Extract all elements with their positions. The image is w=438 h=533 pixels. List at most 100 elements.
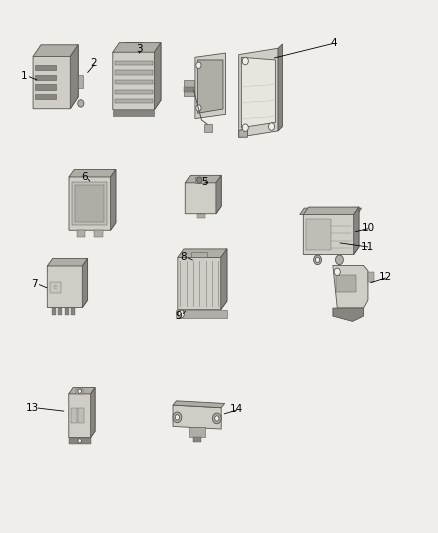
Circle shape	[178, 310, 184, 318]
Polygon shape	[333, 308, 364, 321]
Text: 11: 11	[361, 243, 374, 252]
Text: E: E	[53, 285, 57, 290]
Polygon shape	[333, 265, 368, 308]
Polygon shape	[239, 49, 278, 138]
Polygon shape	[239, 127, 247, 138]
Bar	[65, 308, 69, 315]
Polygon shape	[241, 58, 276, 128]
Polygon shape	[198, 60, 223, 114]
Bar	[368, 272, 374, 282]
Circle shape	[314, 255, 321, 265]
Text: 2: 2	[90, 58, 97, 68]
Circle shape	[334, 268, 340, 276]
Bar	[35, 94, 56, 99]
Polygon shape	[69, 387, 95, 394]
Bar	[78, 408, 84, 423]
Circle shape	[215, 416, 219, 421]
Polygon shape	[173, 401, 225, 408]
Circle shape	[242, 58, 248, 65]
Bar	[35, 84, 56, 90]
Text: 10: 10	[361, 223, 374, 233]
Polygon shape	[69, 169, 116, 230]
Text: 8: 8	[180, 252, 187, 262]
Text: 12: 12	[379, 272, 392, 282]
Bar	[76, 389, 83, 394]
Circle shape	[78, 439, 81, 443]
Circle shape	[268, 123, 275, 131]
Bar	[197, 214, 205, 218]
Polygon shape	[185, 175, 221, 183]
Bar	[115, 90, 153, 94]
Circle shape	[173, 412, 182, 423]
Polygon shape	[278, 44, 283, 131]
Bar	[115, 70, 153, 75]
Polygon shape	[70, 45, 78, 109]
Polygon shape	[110, 169, 116, 230]
Circle shape	[78, 389, 81, 393]
Bar	[35, 75, 56, 80]
Bar	[78, 75, 83, 88]
Bar	[35, 65, 56, 70]
Circle shape	[196, 104, 201, 111]
Polygon shape	[33, 45, 78, 109]
Polygon shape	[82, 259, 88, 308]
Bar	[336, 275, 356, 292]
Bar	[204, 124, 212, 132]
Polygon shape	[113, 43, 161, 110]
Bar	[193, 437, 201, 442]
Bar	[189, 427, 205, 437]
Polygon shape	[91, 387, 95, 438]
Polygon shape	[154, 43, 161, 110]
Polygon shape	[113, 43, 161, 52]
Bar	[191, 252, 207, 257]
Bar	[115, 61, 153, 65]
Circle shape	[175, 415, 180, 420]
Bar	[113, 110, 154, 116]
Polygon shape	[216, 175, 221, 214]
Bar	[71, 308, 75, 315]
Polygon shape	[178, 249, 227, 310]
Bar	[58, 308, 62, 315]
Circle shape	[197, 177, 202, 183]
Polygon shape	[178, 249, 227, 257]
Text: 4: 4	[330, 38, 337, 47]
Polygon shape	[173, 405, 221, 429]
Text: 3: 3	[136, 44, 143, 54]
Polygon shape	[221, 249, 227, 310]
Text: 1: 1	[21, 71, 28, 80]
Polygon shape	[354, 207, 359, 254]
Polygon shape	[47, 259, 88, 266]
Bar	[52, 308, 56, 315]
Bar	[115, 80, 153, 84]
Bar	[50, 282, 61, 293]
Polygon shape	[195, 53, 226, 119]
Bar	[75, 185, 104, 222]
Text: 9: 9	[175, 311, 182, 320]
Circle shape	[78, 100, 84, 107]
Polygon shape	[303, 207, 359, 254]
Circle shape	[212, 413, 221, 424]
Polygon shape	[69, 169, 116, 177]
Bar	[184, 80, 194, 96]
Polygon shape	[303, 207, 359, 214]
Bar	[72, 182, 107, 225]
Bar	[176, 310, 227, 318]
Bar	[306, 219, 331, 250]
Circle shape	[315, 257, 320, 263]
Polygon shape	[300, 208, 362, 214]
Polygon shape	[185, 175, 221, 214]
Bar	[94, 230, 103, 237]
Text: 13: 13	[26, 403, 39, 413]
Polygon shape	[69, 387, 95, 438]
Polygon shape	[33, 45, 78, 56]
Polygon shape	[47, 259, 88, 308]
Circle shape	[336, 255, 343, 265]
Bar	[77, 230, 85, 237]
Bar	[195, 177, 206, 183]
Bar	[115, 99, 153, 103]
Text: 7: 7	[31, 279, 38, 288]
Text: 14: 14	[230, 405, 243, 414]
Bar	[69, 438, 91, 444]
Circle shape	[196, 62, 201, 68]
Bar	[71, 408, 77, 423]
